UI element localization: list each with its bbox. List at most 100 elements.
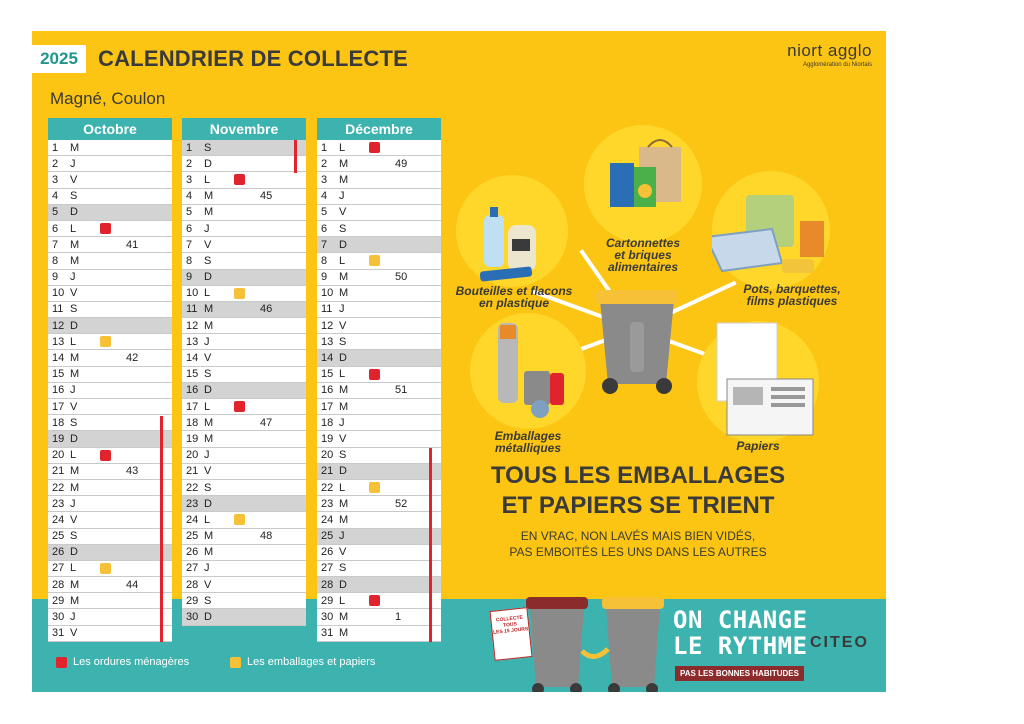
day-letter: V [339,206,347,219]
day-letter: M [70,141,80,154]
day-number: 8 [186,254,193,267]
day-number: 3 [186,173,193,186]
day-number: 13 [186,335,199,348]
day-number: 14 [321,352,334,365]
day-number: 21 [186,465,199,478]
day-row: 25 M 48 [182,529,306,545]
day-row: 29 S [182,593,306,610]
day-letter: D [339,465,347,478]
day-number: 5 [52,206,59,219]
day-number: 26 [186,546,199,559]
day-letter: M [339,271,349,284]
day-number: 18 [186,416,199,429]
day-row: 19 D [48,431,172,448]
day-number: 19 [321,432,334,445]
day-row: 12 V [317,318,441,335]
day-number: 23 [186,497,199,510]
day-letter: M [204,530,214,543]
day-row: 18 M 47 [182,415,306,432]
day-row: 30 M 1 [317,609,441,626]
day-number: 25 [52,530,65,543]
day-number: 4 [321,190,328,203]
day-letter: J [70,384,76,397]
day-row: 14 D [317,350,441,367]
day-letter: M [204,303,214,316]
day-number: 9 [52,271,59,284]
day-letter: D [339,238,347,251]
day-row: 30 J [48,609,172,626]
day-number: 4 [52,190,59,203]
day-number: 21 [321,465,334,478]
day-number: 17 [186,400,199,413]
day-row: 21 M 43 [48,464,172,480]
day-number: 10 [321,287,334,300]
day-number: 5 [186,206,193,219]
day-letter: L [70,335,77,348]
day-letter: D [70,206,78,219]
main-subheading: EN VRAC, NON LAVÉS MAIS BIEN VIDÉS, PAS … [509,529,767,559]
day-letter: M [339,400,349,413]
day-row: 25 S [48,529,172,545]
plastic-bottle-icon [479,207,536,282]
niort-agglo-logo: niort agglo Agglomération du Niortais [787,41,872,68]
household-waste-marker [234,401,245,412]
holiday-bar-october [160,416,163,642]
day-letter: D [204,611,212,624]
day-number: 12 [321,319,334,332]
day-row: 23 D [182,496,306,513]
day-number: 31 [321,627,334,640]
day-letter: M [70,368,80,381]
day-number: 14 [186,352,199,365]
month-header: Octobre [48,118,172,140]
day-letter: V [70,400,78,413]
day-letter: M [339,287,349,300]
day-letter: V [70,287,78,300]
day-letter: V [204,578,212,591]
day-number: 29 [321,594,334,607]
day-row: 15 S [182,367,306,383]
day-number: 30 [321,611,334,624]
day-row: 23 J [48,496,172,513]
holiday-bar-december [429,448,432,642]
day-number: 24 [321,513,334,526]
day-row: 13 J [182,334,306,351]
day-number: 11 [186,303,198,316]
day-number: 16 [321,384,334,397]
day-row: 22 S [182,480,306,497]
pots-circle [704,171,830,289]
day-row: 31 M [317,626,441,642]
day-row: 21 V [182,464,306,480]
metal-can-icon [498,323,564,418]
day-row: 28 M 44 [48,577,172,594]
day-number: 12 [186,319,199,332]
day-letter: D [70,432,78,445]
day-number: 27 [321,562,334,575]
day-number: 24 [186,513,199,526]
day-number: 26 [52,546,65,559]
day-letter: L [204,173,211,186]
day-letter: M [70,465,80,478]
day-number: 22 [186,481,199,494]
yellow-square-icon [230,656,241,668]
day-letter: J [339,530,345,543]
week-number: 45 [260,190,273,203]
day-number: 5 [321,206,328,219]
packaging-marker [369,255,380,267]
day-letter: J [339,303,345,316]
day-row: 14 M 42 [48,350,172,367]
day-row: 24 M [317,512,441,529]
day-row: 22 L [317,480,441,497]
day-row: 31 V [48,626,172,642]
day-letter: M [204,190,214,203]
day-row: 17 L [182,399,306,416]
day-letter: M [339,173,349,186]
day-letter: M [339,384,349,397]
day-number: 15 [186,368,199,381]
day-letter: D [339,352,347,365]
day-letter: S [70,190,78,203]
